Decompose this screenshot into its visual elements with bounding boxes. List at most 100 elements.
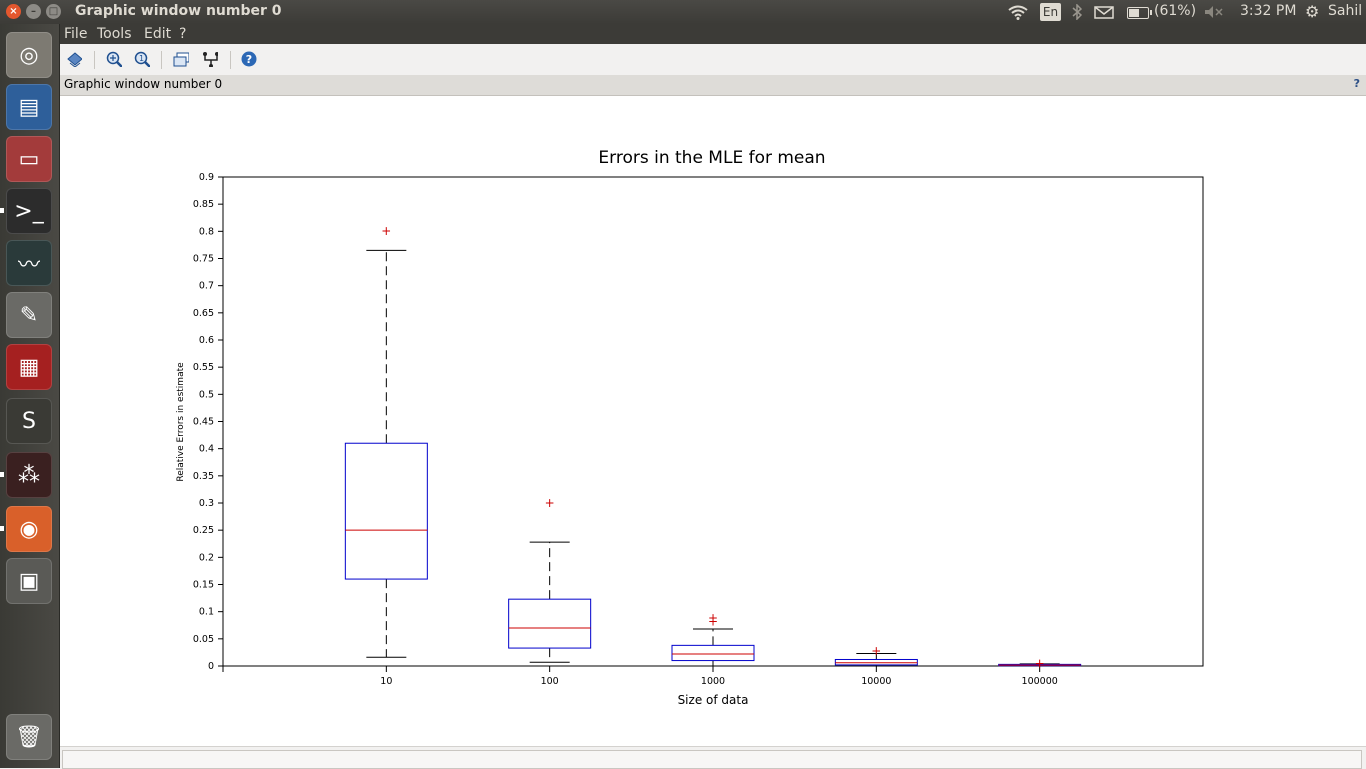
svg-text:1: 1 <box>139 54 144 63</box>
document-viewer-icon[interactable]: ▤ <box>6 84 52 130</box>
app-grid-icon[interactable]: ▦ <box>6 344 52 390</box>
y-tick-label: 0.1 <box>199 607 214 618</box>
outlier-marker: + <box>708 614 718 628</box>
strip-help-button[interactable]: ? <box>1353 77 1360 90</box>
toolbar: 1 ? <box>60 44 1366 76</box>
menu-tools[interactable]: Tools <box>97 26 132 42</box>
status-bar <box>60 746 1366 769</box>
outlier-marker: + <box>871 644 881 658</box>
y-tick-label: 0.4 <box>199 444 214 455</box>
box-100: + <box>508 496 592 663</box>
y-tick-label: 0.85 <box>193 199 214 210</box>
window-title: Graphic window number 0 <box>75 3 282 19</box>
x-axis-label: Size of data <box>678 693 749 707</box>
y-tick-label: 0.45 <box>193 417 214 428</box>
firefox-icon[interactable]: ◉ <box>6 506 52 552</box>
y-tick-label: 0.3 <box>199 498 214 509</box>
menu-edit[interactable]: Edit <box>144 26 172 42</box>
wifi-icon[interactable] <box>1008 5 1028 20</box>
iqr-box <box>834 658 918 666</box>
iqr-box <box>344 442 428 580</box>
x-tick-label: 10000 <box>861 676 891 687</box>
iqr-box <box>508 598 592 649</box>
y-tick-label: 0.65 <box>193 308 214 319</box>
y-tick-label: 0.75 <box>193 254 214 265</box>
y-tick-label: 0.9 <box>199 172 214 183</box>
y-axis: 0 0.05 0.1 0.15 0.2 0.25 0.3 0.35 0.4 0.45 0.5 0.55… <box>193 172 223 672</box>
terminal-icon[interactable]: >_ <box>6 188 52 234</box>
svg-text:?: ? <box>246 53 252 66</box>
y-tick-label: 0.55 <box>193 362 214 373</box>
system-monitor-icon[interactable]: 〰 <box>6 240 52 286</box>
outlier-marker: + <box>545 496 555 510</box>
x-tick-label: 100 <box>541 676 559 687</box>
running-indicator <box>0 472 4 477</box>
help-icon[interactable]: ? <box>241 51 257 67</box>
data-editor-icon[interactable] <box>202 51 218 67</box>
datatip-icon[interactable] <box>173 51 189 67</box>
menu-help[interactable]: ? <box>179 26 187 42</box>
zoom-reset-icon[interactable]: 1 <box>134 51 150 67</box>
y-tick-label: 0 <box>208 661 214 672</box>
figure-title-strip: Graphic window number 0 ? <box>60 75 1366 96</box>
y-tick-label: 0.8 <box>199 226 214 237</box>
running-indicator <box>0 208 4 213</box>
boxplot-series: ++++++ <box>344 224 1082 670</box>
outlier-marker: + <box>708 611 718 625</box>
close-window-button[interactable]: × <box>6 4 21 19</box>
status-message-field <box>62 750 1362 769</box>
trash-icon[interactable]: 🗑 <box>6 714 52 760</box>
user-name[interactable]: Sahil <box>1328 3 1363 19</box>
maximize-window-button[interactable]: □ <box>46 4 61 19</box>
y-tick-label: 0.5 <box>199 389 214 400</box>
ubuntu-dash-icon[interactable]: ◎ <box>6 32 52 78</box>
keyboard-language-indicator[interactable]: En <box>1040 3 1061 21</box>
minimize-window-button[interactable]: – <box>26 4 41 19</box>
toolbar-separator <box>230 51 231 69</box>
y-tick-label: 0.6 <box>199 335 214 346</box>
box-10: + <box>344 224 428 658</box>
gear-icon[interactable]: ⚙ <box>1305 2 1320 21</box>
file-cabinet-icon[interactable]: ▭ <box>6 136 52 182</box>
battery-percentage: (61%) <box>1154 3 1197 19</box>
iqr-box <box>671 644 755 662</box>
top-panel: × – □ Graphic window number 0 En (61%) 3… <box>0 0 1366 24</box>
box-100000: + <box>998 656 1082 670</box>
y-tick-label: 0.35 <box>193 471 214 482</box>
boxplot-chart: Errors in the MLE for mean Size of data … <box>176 148 1204 707</box>
bluetooth-icon[interactable] <box>1072 4 1082 20</box>
chart-title: Errors in the MLE for mean <box>598 148 825 168</box>
y-tick-label: 0.25 <box>193 525 214 536</box>
settings-tools-icon[interactable]: ✎ <box>6 292 52 338</box>
outlier-marker: + <box>381 224 391 238</box>
rotate-icon[interactable] <box>66 51 82 67</box>
box-1000: ++ <box>671 611 755 667</box>
y-tick-label: 0.2 <box>199 552 214 563</box>
mail-icon[interactable] <box>1094 6 1114 19</box>
x-tick-label: 1000 <box>701 676 725 687</box>
box-10000: + <box>834 644 918 667</box>
y-tick-label: 0.05 <box>193 634 214 645</box>
y-tick-label: 0.15 <box>193 580 214 591</box>
launcher: ◎ ▤ ▭ >_ 〰 ✎ ▦ S ⁂ ◉ ▣ 🗑 <box>0 24 60 768</box>
y-axis-label: Relative Errors in estimate <box>176 362 186 482</box>
x-tick-label: 100000 <box>1022 676 1058 687</box>
outlier-marker: + <box>1035 656 1045 670</box>
clock[interactable]: 3:32 PM <box>1240 3 1297 19</box>
running-indicator <box>0 526 4 531</box>
workspace-switcher-icon[interactable]: ▣ <box>6 558 52 604</box>
sublime-text-icon[interactable]: S <box>6 398 52 444</box>
menu-bar: File Tools Edit ? <box>60 24 1366 44</box>
toolbar-separator <box>161 51 162 69</box>
scilab-icon[interactable]: ⁂ <box>6 452 52 498</box>
zoom-in-icon[interactable] <box>106 51 122 67</box>
figure-title: Graphic window number 0 <box>64 77 223 91</box>
battery-icon[interactable] <box>1127 7 1152 19</box>
graphic-canvas[interactable]: Errors in the MLE for mean Size of data … <box>60 96 1366 746</box>
menu-file[interactable]: File <box>64 26 88 42</box>
toolbar-separator <box>94 51 95 69</box>
x-axis: 10 100 1000 10000 100000 <box>222 666 1058 687</box>
volume-muted-icon[interactable] <box>1204 5 1224 19</box>
y-tick-label: 0.7 <box>199 281 214 292</box>
x-tick-label: 10 <box>380 676 392 687</box>
